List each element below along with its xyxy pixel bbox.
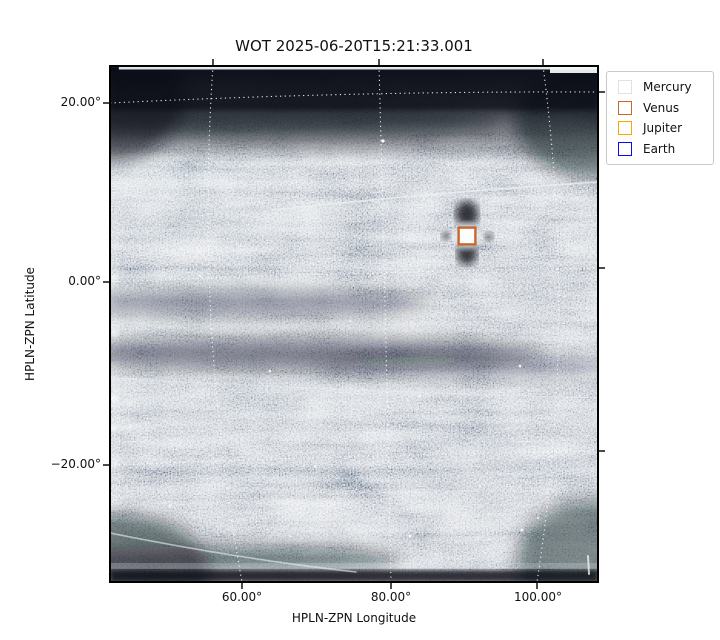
x-axis-label: HPLN-ZPN Longitude <box>291 611 417 625</box>
legend-label-earth: Earth <box>643 141 676 156</box>
left-edge-glow <box>110 236 119 506</box>
top-left-dark-notch <box>110 66 119 72</box>
gridline-lat-minus20 <box>110 450 598 466</box>
gridline-lon-60 <box>207 66 243 582</box>
plot-area <box>103 59 605 589</box>
gridline-lon-100 <box>536 66 560 582</box>
streak-lines <box>110 181 598 575</box>
ytick-label-0: 0.00° <box>68 274 101 288</box>
legend-item-earth: Earth <box>613 139 707 160</box>
legend-label-venus: Venus <box>643 100 680 115</box>
ytick-label-minus20: −20.00° <box>50 457 101 471</box>
xtick-label-80: 80.00° <box>370 590 412 604</box>
gridline-lon-80 <box>378 66 392 582</box>
legend-label-jupiter: Jupiter <box>643 121 683 136</box>
jupiter-marker-swatch <box>618 121 632 136</box>
venus-marker-square <box>457 226 477 246</box>
venus-marker-swatch <box>618 100 632 115</box>
science-image <box>110 66 598 582</box>
legend: Mercury Venus Jupiter Earth <box>606 71 714 165</box>
bottom-light-strip <box>110 563 598 569</box>
gridline-lat-0 <box>110 267 598 283</box>
plot-title: WOT 2025-06-20T15:21:33.001 <box>235 37 473 55</box>
earth-marker-swatch <box>618 141 632 156</box>
legend-item-venus: Venus <box>613 98 707 119</box>
star-dots <box>168 139 582 538</box>
xtick-label-60: 60.00° <box>221 590 263 604</box>
legend-label-mercury: Mercury <box>643 80 692 95</box>
top-right-bright-block <box>550 66 598 73</box>
coordinate-grid <box>110 66 598 582</box>
legend-item-mercury: Mercury <box>613 77 707 98</box>
legend-item-jupiter: Jupiter <box>613 118 707 139</box>
tick-marks <box>103 59 605 589</box>
mercury-marker-swatch <box>618 80 632 95</box>
top-bright-row <box>118 66 598 70</box>
y-axis-label: HPLN-ZPN Latitude <box>23 267 37 381</box>
ytick-label-20: 20.00° <box>60 95 101 109</box>
gridline-lat-20 <box>110 91 598 104</box>
top-dark-fade <box>110 68 598 163</box>
xtick-label-100: 100.00° <box>514 590 562 604</box>
axes-spines <box>109 65 599 583</box>
bottom-dark-band <box>110 570 598 582</box>
